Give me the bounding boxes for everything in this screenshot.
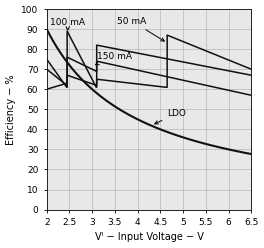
Y-axis label: Efficiency − %: Efficiency − %: [6, 74, 16, 145]
Text: LDO: LDO: [155, 109, 186, 124]
Text: 50 mA: 50 mA: [117, 17, 164, 41]
X-axis label: Vᴵ − Input Voltage − V: Vᴵ − Input Voltage − V: [95, 232, 204, 243]
Text: 100 mA: 100 mA: [50, 18, 85, 30]
Text: 150 mA: 150 mA: [95, 52, 132, 65]
